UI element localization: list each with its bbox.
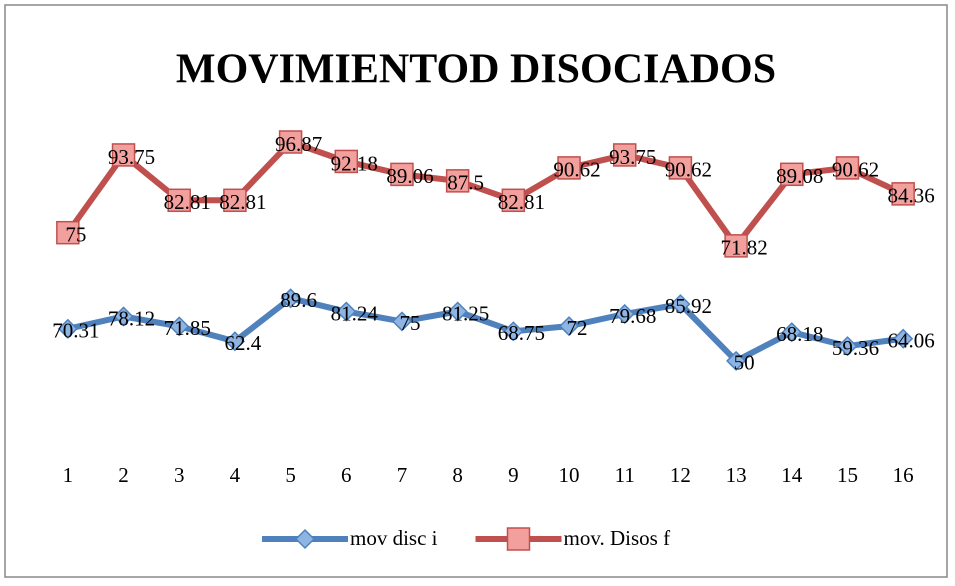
x-tick-label: 10	[559, 463, 580, 487]
x-tick-label: 4	[230, 463, 241, 487]
data-label: 50	[734, 351, 755, 375]
data-label: 84.36	[888, 184, 935, 208]
x-tick-label: 12	[670, 463, 691, 487]
data-label: 92.18	[331, 151, 378, 175]
data-label: 68.18	[776, 322, 823, 346]
data-label: 89.08	[776, 164, 823, 188]
data-label: 71.82	[720, 236, 767, 260]
data-label: 81.25	[442, 301, 489, 325]
x-tick-label: 6	[341, 463, 352, 487]
marker	[111, 143, 136, 167]
marker	[223, 188, 247, 213]
chart-title: MOVIMIENTOD DISOCIADOS	[176, 47, 776, 93]
x-tick-label: 15	[837, 463, 858, 487]
x-tick-label: 11	[615, 463, 635, 487]
data-label: 75	[399, 311, 420, 335]
marker	[56, 220, 80, 245]
data-label: 82.81	[498, 190, 545, 214]
x-tick-label: 13	[726, 463, 747, 487]
marker	[558, 316, 580, 337]
data-label: 78.12	[108, 306, 155, 330]
data-label: 82.81	[219, 190, 266, 214]
data-label: 89.06	[386, 164, 433, 188]
marker	[891, 182, 915, 206]
data-label: 90.62	[832, 158, 879, 182]
data-label: 64.06	[888, 329, 935, 353]
marker	[445, 169, 470, 193]
data-label: 70.31	[52, 319, 99, 343]
marker	[336, 301, 357, 322]
marker	[334, 149, 359, 174]
marker	[893, 328, 914, 349]
marker	[670, 294, 691, 315]
marker	[837, 336, 858, 357]
legend-label: mov disc i	[350, 526, 438, 550]
data-label: 87.5	[447, 171, 484, 195]
data-label: 79.68	[609, 304, 656, 328]
marker	[167, 188, 191, 213]
marker	[612, 143, 637, 167]
series-line	[65, 139, 905, 249]
data-label: 93.75	[609, 145, 656, 169]
data-label: 90.62	[665, 158, 712, 182]
data-label: 93.75	[108, 145, 155, 169]
marker	[57, 318, 78, 339]
x-tick-label: 5	[285, 463, 296, 487]
x-tick-label: 14	[781, 463, 803, 487]
data-label: 72	[567, 316, 588, 340]
data-label: 68.75	[498, 321, 545, 345]
marker	[280, 288, 301, 309]
data-label: 75	[65, 222, 86, 246]
x-tick-label: 9	[508, 463, 519, 487]
marker	[501, 188, 526, 213]
marker	[614, 303, 635, 325]
marker	[724, 234, 748, 258]
marker	[224, 331, 245, 352]
marker	[390, 162, 414, 187]
data-label: 62.4	[225, 331, 262, 355]
data-label: 71.85	[164, 316, 211, 340]
marker	[113, 306, 134, 327]
marker	[447, 301, 468, 322]
data-label: 89.6	[280, 288, 317, 312]
chart-frame	[4, 4, 948, 578]
marker	[278, 130, 303, 154]
marker	[668, 156, 693, 180]
x-tick-label: 7	[397, 463, 408, 487]
data-label: 85.92	[665, 294, 712, 318]
marker	[781, 322, 802, 343]
marker	[835, 156, 860, 180]
x-tick-label: 2	[118, 463, 129, 487]
data-label: 81.24	[331, 301, 379, 325]
marker	[503, 321, 524, 342]
marker	[294, 528, 316, 550]
x-tick-label: 16	[893, 463, 914, 487]
marker	[506, 527, 531, 551]
marker	[169, 316, 190, 337]
data-label: 96.87	[275, 132, 322, 156]
x-tick-label: 1	[63, 463, 74, 487]
legend-label: mov. Disos f	[564, 526, 671, 550]
marker	[557, 156, 581, 180]
marker	[780, 162, 804, 187]
x-tick-label: 3	[174, 463, 185, 487]
data-label: 59.36	[832, 336, 879, 360]
marker	[726, 350, 747, 371]
data-label: 90.62	[553, 158, 600, 182]
data-label: 82.81	[164, 190, 211, 214]
series-line	[67, 295, 904, 364]
x-tick-label: 8	[452, 463, 463, 487]
marker	[391, 311, 413, 332]
